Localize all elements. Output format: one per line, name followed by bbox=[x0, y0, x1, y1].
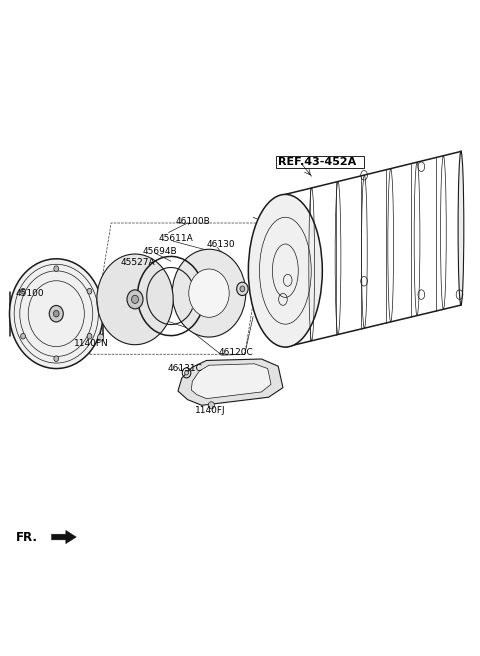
Text: 45694B: 45694B bbox=[142, 247, 177, 256]
Text: 1140FN: 1140FN bbox=[74, 338, 108, 348]
Ellipse shape bbox=[240, 286, 245, 292]
Text: REF.43-452A: REF.43-452A bbox=[278, 157, 357, 167]
Ellipse shape bbox=[87, 333, 92, 339]
Ellipse shape bbox=[127, 290, 143, 309]
Text: 46130: 46130 bbox=[206, 240, 235, 249]
Ellipse shape bbox=[97, 254, 173, 344]
Ellipse shape bbox=[185, 371, 189, 375]
Ellipse shape bbox=[53, 310, 59, 317]
Text: 46100B: 46100B bbox=[176, 216, 210, 226]
Polygon shape bbox=[192, 364, 271, 399]
Polygon shape bbox=[51, 530, 76, 544]
Ellipse shape bbox=[97, 334, 104, 341]
Ellipse shape bbox=[172, 249, 246, 337]
Ellipse shape bbox=[54, 356, 59, 361]
Ellipse shape bbox=[132, 295, 138, 304]
Ellipse shape bbox=[248, 194, 323, 347]
Ellipse shape bbox=[10, 259, 103, 369]
Ellipse shape bbox=[54, 266, 59, 272]
Ellipse shape bbox=[21, 289, 25, 294]
Ellipse shape bbox=[21, 333, 25, 339]
Text: 45611A: 45611A bbox=[159, 234, 193, 243]
Ellipse shape bbox=[49, 306, 63, 322]
Text: 45527A: 45527A bbox=[120, 258, 156, 266]
Text: 46120C: 46120C bbox=[218, 348, 253, 358]
Ellipse shape bbox=[208, 401, 215, 409]
Text: FR.: FR. bbox=[16, 531, 38, 544]
Text: 46131C: 46131C bbox=[168, 364, 203, 373]
Ellipse shape bbox=[189, 269, 229, 318]
Polygon shape bbox=[178, 359, 283, 405]
Ellipse shape bbox=[237, 282, 248, 296]
Ellipse shape bbox=[458, 152, 464, 305]
Text: 45100: 45100 bbox=[16, 289, 44, 298]
Text: 1140FJ: 1140FJ bbox=[195, 405, 225, 415]
Ellipse shape bbox=[87, 289, 92, 294]
